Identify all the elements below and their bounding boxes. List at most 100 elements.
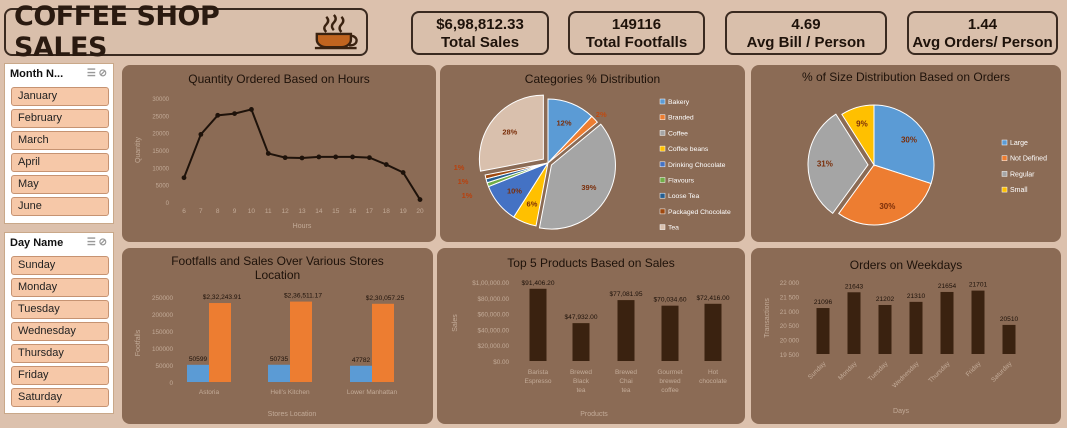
x-tick-label: Thursday <box>927 360 952 385</box>
dashboard-title: COFFEE SHOP SALES <box>14 1 220 63</box>
x-tick-label: Chai <box>619 378 632 385</box>
bar-data-label: 20510 <box>1000 316 1019 323</box>
slicer-item-month[interactable]: May <box>11 175 109 194</box>
slicer-item-month[interactable]: January <box>11 87 109 106</box>
weekday-orders-chart: Orders on Weekdays 19 500 20 000 20 500 21 0… <box>751 248 1061 424</box>
bar <box>940 291 954 354</box>
slicer-item-month[interactable]: March <box>11 131 109 150</box>
bar <box>617 300 635 361</box>
legend-swatch <box>659 177 666 183</box>
bar <box>572 323 590 361</box>
chart-svg: 12% 2% 39% 6% 10% 1% 1% 1% 28% Bakery Branded Coffe… <box>454 94 731 232</box>
pie-data-label: 39% <box>581 183 596 192</box>
kpi-avg-bill-value: 4.69 <box>791 16 821 33</box>
legend-label: Branded <box>668 115 694 122</box>
legend-swatch <box>659 145 666 152</box>
size-distribution-chart: % of Size Distribution Based on Orders 30… <box>751 65 1061 242</box>
slicer-item-day[interactable]: Saturday <box>11 388 109 407</box>
bar-data-label: $70,034.60 <box>653 297 686 304</box>
chart-svg: 0 5000 10000 15000 20000 25000 30000 6 7 8 9 10 11 12… <box>135 97 424 230</box>
pie-data-label: 9% <box>856 120 868 129</box>
slicer-item-month[interactable]: February <box>11 109 109 128</box>
x-tick-label: Black <box>573 378 590 385</box>
day-slicer-header: Day Name ☰ ⊘ <box>5 233 113 253</box>
x-tick-label: Wednesday <box>891 360 921 390</box>
chart-title: Quantity Ordered Based on Hours <box>188 72 370 86</box>
chart-title: Footfalls and Sales Over Various Stores … <box>171 254 384 282</box>
pie-slice <box>547 115 599 164</box>
x-tick-label: 13 <box>298 208 306 215</box>
pie-slice <box>478 94 544 172</box>
chart-title: % of Size Distribution Based on Orders <box>801 70 1011 84</box>
top-products-chart: Top 5 Products Based on Sales $0.00 $20,00… <box>437 248 745 424</box>
multi-select-icon[interactable]: ☰ ⊘ <box>86 68 107 79</box>
bar <box>268 364 290 382</box>
legend-swatch <box>1001 155 1008 161</box>
bar <box>971 290 985 354</box>
legend-swatch <box>659 161 666 168</box>
slicer-item-month[interactable]: June <box>11 197 109 216</box>
pie-slice <box>484 162 549 180</box>
legend-label: Coffee <box>668 130 688 137</box>
slicer-item-month[interactable]: April <box>11 153 109 172</box>
kpi-avg-orders-value: 1.44 <box>967 16 998 33</box>
y-tick-label: 0 <box>166 201 170 207</box>
chart-svg: $0.00 $20,000.00 $40,000.00 $60,000.00 $80,0… <box>452 280 730 418</box>
data-point <box>383 162 389 167</box>
legend-label: Small <box>1010 187 1028 194</box>
pie-data-label: 2% <box>596 110 607 119</box>
data-point <box>282 155 288 161</box>
x-tick-label: Barista <box>528 369 549 376</box>
bar-data-label: 21202 <box>876 296 895 303</box>
bar <box>1002 324 1016 354</box>
y-tick-label: $40,000.00 <box>477 327 509 334</box>
y-tick-label: 15000 <box>152 149 169 155</box>
y-axis-title: Footfalls <box>135 329 142 356</box>
slicer-item-day[interactable]: Wednesday <box>11 322 109 341</box>
pie-slice <box>841 104 875 167</box>
data-point <box>299 155 305 161</box>
multi-select-icon[interactable]: ☰ ⊘ <box>86 237 107 248</box>
hourly-quantity-chart: Quantity Ordered Based on Hours 0 5000 1000… <box>122 65 436 242</box>
x-tick-label: Espresso <box>524 378 551 385</box>
x-tick-label: 10 <box>248 208 256 215</box>
slicer-item-day[interactable]: Tuesday <box>11 300 109 319</box>
slicer-item-day[interactable]: Monday <box>11 278 109 297</box>
bar-data-label: 21310 <box>907 293 926 300</box>
x-tick-label: 15 <box>332 208 340 215</box>
month-slicer-title: Month N... <box>10 68 64 80</box>
bar <box>187 364 209 382</box>
x-tick-label: 12 <box>282 208 290 215</box>
y-axis-title: Transactions <box>764 298 771 338</box>
chart-svg: 0 50000 100000 150000 200000 250000 Footfalls 5… <box>135 293 405 418</box>
chart-title: Orders on Weekdays <box>849 258 963 272</box>
x-tick-label: 8 <box>216 208 220 215</box>
x-tick-label: Hot <box>708 369 718 376</box>
data-point <box>350 154 355 160</box>
y-tick-label: $1,00,000.00 <box>472 280 509 287</box>
slicer-item-day[interactable]: Friday <box>11 366 109 385</box>
pie-data-label: 10% <box>507 187 522 196</box>
y-tick-label: 19 500 <box>780 352 800 359</box>
y-tick-label: $20,000.00 <box>477 343 509 350</box>
x-tick-label: Monday <box>837 360 859 382</box>
data-point <box>232 111 237 116</box>
slicer-item-day[interactable]: Sunday <box>11 256 109 275</box>
legend-label: Not Defined <box>1010 156 1047 163</box>
bar-data-label: 21701 <box>969 282 988 289</box>
pie-data-label: 1% <box>454 163 465 172</box>
bar-data-label: $77,081.95 <box>609 291 642 298</box>
bar-data-label: 47782 <box>352 357 371 364</box>
y-tick-label: 30000 <box>152 97 169 103</box>
pie-data-label: 30% <box>901 136 917 145</box>
y-tick-label: $0.00 <box>493 359 509 366</box>
data-point <box>181 175 187 181</box>
y-tick-label: 50000 <box>155 363 173 370</box>
pie-data-label: 1% <box>462 191 473 200</box>
pie-data-label: 1% <box>458 177 469 186</box>
legend-label: Coffee beans <box>668 146 709 153</box>
bar <box>372 303 394 382</box>
y-tick-label: 21 500 <box>780 294 800 301</box>
slicer-item-day[interactable]: Thursday <box>11 344 109 363</box>
x-tick-label: Sunday <box>807 360 828 381</box>
